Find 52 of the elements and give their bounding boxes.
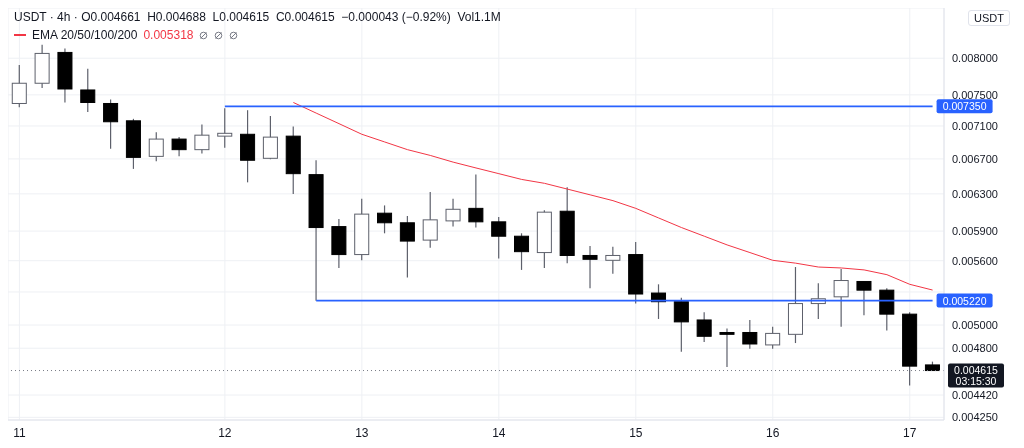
- candlestick: [468, 174, 484, 229]
- candlestick: [742, 319, 758, 350]
- y-tick-label: 0.005600: [952, 254, 998, 267]
- candlestick: [171, 136, 187, 157]
- y-tick-label: 0.004420: [952, 388, 998, 401]
- candlestick: [719, 327, 735, 368]
- x-tick-label: 12: [218, 425, 232, 440]
- candlestick: [80, 68, 96, 113]
- candlestick: [217, 107, 233, 149]
- y-axis-title: USDT: [968, 10, 1010, 26]
- candlestick: [765, 326, 781, 350]
- text: 03:15:30: [955, 375, 997, 388]
- candlestick: [11, 64, 27, 108]
- y-tick-label: 0.006700: [952, 152, 998, 165]
- y-tick-label: 0.004800: [952, 342, 998, 355]
- y-tick-label: 0.004250: [952, 411, 998, 424]
- ref-line-label: 0.004615: [954, 364, 999, 377]
- x-tick-label: 13: [355, 425, 369, 440]
- legend-label: EMA 20/50/100/200: [32, 28, 138, 42]
- candlestick: [103, 98, 119, 150]
- y-tick-label: 0.006300: [952, 187, 998, 200]
- x-tick-label: 17: [903, 425, 917, 440]
- candlestick: [399, 215, 415, 279]
- candlestick: [194, 124, 210, 155]
- annotation: 0.005318: [143, 28, 194, 42]
- x-tick-label: 14: [492, 425, 506, 440]
- candlestick: [377, 204, 393, 234]
- y-tick-label: 0.007500: [952, 88, 998, 101]
- y-tick-label: 0.005900: [952, 225, 998, 237]
- candlestick: [833, 268, 849, 328]
- candlestick: [696, 311, 712, 343]
- candlestick: [422, 191, 438, 249]
- candlestick: [491, 216, 507, 259]
- candlestick: [856, 280, 872, 316]
- candlestick: [673, 297, 689, 353]
- chart-title: USDT · 4h · O0.004661 H0.004688 L0.004615 C0.004615 −0.000043 (−0.92%) Vol1.1M: [14, 10, 501, 24]
- candlestick: [605, 246, 621, 275]
- candlestick: [148, 131, 164, 162]
- y-tick-label: 0.005000: [952, 318, 998, 331]
- x-tick-label: 15: [629, 425, 643, 440]
- candlestick: [514, 232, 530, 271]
- data-label: 0.007350: [942, 100, 987, 113]
- data-label: 0.005220: [942, 294, 987, 307]
- candlestick: [262, 115, 278, 160]
- y-tick-label: 0.008000: [952, 52, 998, 65]
- x-tick-label: 16: [766, 425, 780, 440]
- candlestick: [582, 245, 598, 289]
- line-series: [292, 101, 934, 291]
- y-tick-label: 0.007100: [952, 119, 998, 132]
- candlestick: [445, 198, 461, 228]
- x-tick-label: 11: [13, 425, 26, 440]
- candlestick: [879, 287, 895, 332]
